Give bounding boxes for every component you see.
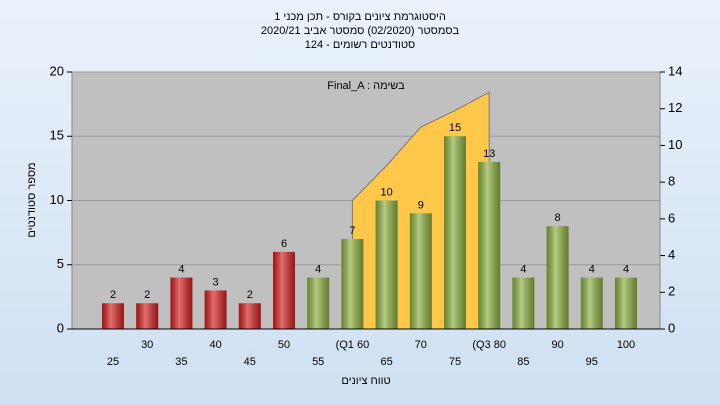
value-label: 8 <box>555 212 561 224</box>
y2-tick-label: 10 <box>668 137 682 152</box>
bar-shade <box>546 226 569 329</box>
legend: Final_A : בשימה <box>327 80 405 92</box>
y-tick-label: 5 <box>57 256 64 271</box>
y2-tick-label: 6 <box>668 210 675 225</box>
value-label: 3 <box>213 276 219 288</box>
x-tick-label: 70 <box>415 339 427 351</box>
y-tick-label: 20 <box>50 63 64 78</box>
x-tick-label: 45 <box>244 356 256 368</box>
x-tick-label: 95 <box>586 356 598 368</box>
x-axis-title: טווח ציונים <box>341 375 390 387</box>
chart-subtitle: בסמסטר (02/2020) סמסטר אביב 2020/21 <box>261 25 460 37</box>
value-label: 13 <box>483 148 495 160</box>
value-label: 6 <box>281 238 287 250</box>
y-tick-label: 15 <box>50 128 64 143</box>
bar-shade <box>170 277 193 329</box>
x-tick-label: 75 <box>449 356 461 368</box>
y2-tick-label: 14 <box>668 63 682 78</box>
value-label: 9 <box>418 199 424 211</box>
chart-subtitle: סטודנטים רשומים - 124 <box>305 39 416 51</box>
x-tick-label: 30 <box>141 339 153 351</box>
bar-shade <box>444 136 466 329</box>
y2-tick-label: 12 <box>668 100 682 115</box>
value-label: 7 <box>349 225 355 237</box>
value-label: 4 <box>623 264 629 276</box>
bar-shade <box>136 303 159 329</box>
y-tick-label: 0 <box>57 320 64 335</box>
bar-shade <box>238 303 261 329</box>
x-tick-label: 65 <box>380 356 392 368</box>
x-tick-label: (Q3 80 <box>472 339 506 351</box>
bar-shade <box>102 303 124 329</box>
y2-tick-label: 2 <box>668 284 675 299</box>
y-axis-title: מספר סטודנטים <box>26 162 38 237</box>
bar-shade <box>204 290 227 329</box>
y-tick-label: 10 <box>50 192 64 207</box>
bar-shade <box>273 251 295 329</box>
bar-shade <box>307 277 330 329</box>
bar-shade <box>341 239 364 329</box>
x-tick-label: 55 <box>312 356 324 368</box>
value-label: 2 <box>247 289 253 301</box>
x-tick-label: 100 <box>617 339 635 351</box>
bar-shade <box>580 277 603 329</box>
bar-shade <box>478 161 501 329</box>
value-label: 2 <box>110 289 116 301</box>
bar-shade <box>615 277 637 329</box>
value-label: 4 <box>520 264 526 276</box>
x-tick-label: 25 <box>107 356 119 368</box>
value-label: 10 <box>380 186 392 198</box>
y2-tick-label: 0 <box>668 320 675 335</box>
value-label: 2 <box>144 289 150 301</box>
chart-title: היסטוגרמת ציונים בקורס - תכן מכני 1 <box>274 11 446 23</box>
x-tick-label: 85 <box>517 356 529 368</box>
x-tick-label: 35 <box>175 356 187 368</box>
x-tick-label: 40 <box>209 339 221 351</box>
bar-shade <box>375 200 398 329</box>
y2-tick-label: 8 <box>668 174 675 189</box>
x-tick-label: 90 <box>551 339 563 351</box>
value-label: 4 <box>315 264 321 276</box>
value-label: 15 <box>449 122 461 134</box>
y2-tick-label: 4 <box>668 247 675 262</box>
x-tick-label: (Q1 60 <box>336 339 370 351</box>
x-tick-label: 50 <box>278 339 290 351</box>
value-label: 4 <box>178 264 184 276</box>
value-label: 4 <box>589 264 595 276</box>
bar-shade <box>409 213 432 329</box>
bar-shade <box>512 277 535 329</box>
